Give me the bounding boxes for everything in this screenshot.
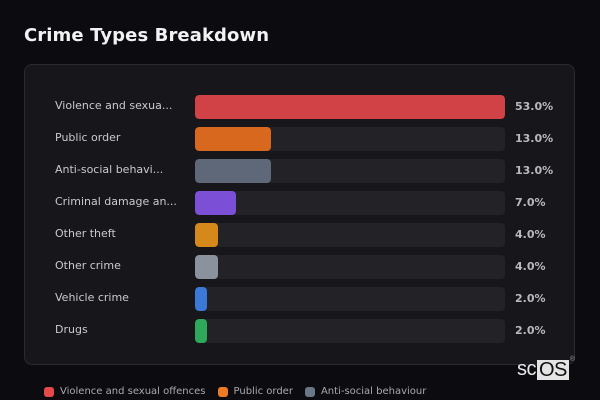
legend-swatch-icon <box>304 386 315 397</box>
bar-value: 2.0% <box>515 292 546 305</box>
bar-fill[interactable] <box>195 159 272 183</box>
bar-track <box>195 223 505 247</box>
bar-label: Other theft <box>55 227 116 240</box>
bar-value: 53.0% <box>515 100 554 113</box>
legend-swatch-icon <box>217 386 228 397</box>
bar-row[interactable]: Criminal damage an... 7.0% <box>25 191 574 215</box>
bar-row[interactable]: Other theft 4.0% <box>25 223 574 247</box>
registered-mark: ® <box>569 356 575 363</box>
legend-item[interactable]: Violence and sexual offences <box>44 386 206 397</box>
bar-fill[interactable] <box>195 191 236 215</box>
bar-track <box>195 287 505 311</box>
bar-fill[interactable] <box>195 127 272 151</box>
bar-fill[interactable] <box>195 287 207 311</box>
bar-row[interactable]: Public order 13.0% <box>25 127 574 151</box>
bar-track <box>195 319 505 343</box>
scos-logo: sc OS ® <box>517 356 575 381</box>
bar-row[interactable]: Anti-social behavi... 13.0% <box>25 159 574 183</box>
bar-value: 7.0% <box>515 196 546 209</box>
legend-label: Violence and sexual offences <box>60 386 206 397</box>
bar-track <box>195 255 505 279</box>
legend-label: Anti-social behaviour <box>320 386 427 397</box>
bar-track <box>195 191 505 215</box>
bar-label: Drugs <box>55 323 88 336</box>
bar-label: Vehicle crime <box>55 291 129 304</box>
bar-fill[interactable] <box>195 255 219 279</box>
bar-row[interactable]: Violence and sexua... 53.0% <box>25 95 574 119</box>
chart-card: Violence and sexua... 53.0% Public order 13… <box>24 64 575 365</box>
bar-value: 2.0% <box>515 324 546 337</box>
bar-label: Criminal damage an... <box>55 195 177 208</box>
bar-value: 4.0% <box>515 228 546 241</box>
bar-row[interactable]: Other crime 4.0% <box>25 255 574 279</box>
logo-prefix: sc <box>517 358 537 380</box>
legend-label: Public order <box>233 386 293 397</box>
legend-item[interactable]: Anti-social behaviour <box>304 386 427 397</box>
bar-track <box>195 95 505 119</box>
bar-track <box>195 159 505 183</box>
bar-fill[interactable] <box>195 319 207 343</box>
bar-label: Other crime <box>55 259 121 272</box>
page-title: Crime Types Breakdown <box>24 25 270 46</box>
bar-value: 13.0% <box>515 164 554 177</box>
bar-value: 13.0% <box>515 132 554 145</box>
bar-label: Public order <box>55 131 121 144</box>
bar-row[interactable]: Drugs 2.0% <box>25 319 574 343</box>
bar-fill[interactable] <box>195 95 505 119</box>
logo-boxed: OS <box>537 358 569 381</box>
bar-label: Anti-social behavi... <box>55 163 164 176</box>
legend-item[interactable]: Public order <box>217 386 293 397</box>
legend-swatch-icon <box>44 386 54 397</box>
chart-legend: Violence and sexual offences Public order… <box>44 386 438 397</box>
bar-value: 4.0% <box>515 260 546 273</box>
bar-track <box>195 127 505 151</box>
bar-row[interactable]: Vehicle crime 2.0% <box>25 287 574 311</box>
bar-label: Violence and sexua... <box>55 99 173 112</box>
bar-fill[interactable] <box>195 223 219 247</box>
